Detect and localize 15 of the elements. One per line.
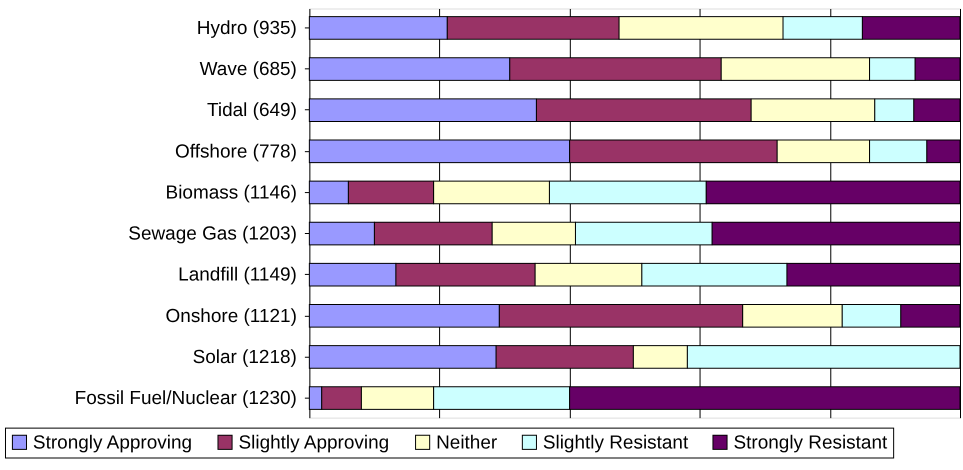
y-tick-label: Hydro (935)	[196, 18, 297, 39]
legend-label: Slightly Resistant	[542, 432, 689, 454]
legend-label: Strongly Resistant	[733, 432, 888, 454]
y-tick-label: Sewage Gas (1203)	[128, 224, 297, 245]
y-tick-label: Solar (1218)	[192, 346, 297, 368]
y-tick-label: Biomass (1146)	[166, 182, 297, 204]
legend-label: Slightly Approving	[238, 432, 390, 454]
legend-label: Strongly Approving	[32, 432, 192, 454]
y-tick-label: Fossil Fuel/Nuclear (1230)	[74, 388, 297, 410]
y-tick-label: Offshore (778)	[175, 141, 297, 162]
y-tick-label: Wave (685)	[200, 59, 297, 80]
legend-label: Neither	[436, 432, 498, 454]
y-tick-label: Onshore (1121)	[166, 306, 297, 327]
y-tick-label: Landfill (1149)	[178, 264, 297, 286]
y-tick-label: Tidal (649)	[206, 100, 297, 122]
